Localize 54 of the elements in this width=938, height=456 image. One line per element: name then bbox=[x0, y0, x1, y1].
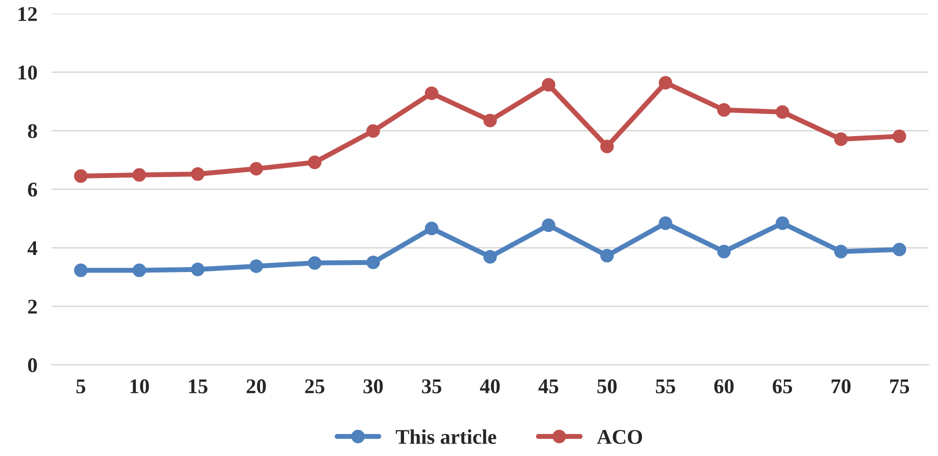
x-tick-label: 65 bbox=[772, 379, 792, 394]
x-tick-label: 25 bbox=[305, 379, 324, 394]
point bbox=[776, 105, 790, 119]
point bbox=[308, 256, 322, 270]
point bbox=[74, 169, 88, 183]
x-tick-label: 75 bbox=[890, 380, 910, 394]
point bbox=[249, 259, 263, 273]
y-tick-label: 12 bbox=[18, 7, 37, 21]
x-tick-label: 30 bbox=[364, 379, 383, 394]
point bbox=[717, 244, 731, 258]
point bbox=[658, 76, 672, 90]
y-tick-label: 4 bbox=[28, 241, 38, 255]
x-tick-label: 60 bbox=[714, 379, 734, 394]
point bbox=[542, 218, 556, 232]
point bbox=[190, 262, 205, 276]
point bbox=[366, 256, 380, 270]
point bbox=[190, 167, 205, 181]
point bbox=[892, 242, 906, 256]
point bbox=[249, 162, 263, 176]
point bbox=[892, 130, 906, 144]
point bbox=[483, 114, 497, 128]
point bbox=[834, 244, 848, 258]
x-tick-label: 55 bbox=[656, 380, 676, 394]
point bbox=[834, 132, 848, 146]
point bbox=[132, 264, 146, 278]
point bbox=[74, 264, 88, 278]
x-tick-label: 5 bbox=[76, 380, 86, 394]
y-tick-label: 2 bbox=[28, 300, 37, 314]
point bbox=[308, 156, 322, 170]
y-tick-label: 8 bbox=[28, 124, 38, 138]
point bbox=[600, 248, 614, 262]
x-tick-label: 10 bbox=[130, 379, 149, 394]
x-tick-label: 15 bbox=[189, 379, 208, 394]
point bbox=[600, 140, 614, 154]
point bbox=[424, 86, 438, 100]
point bbox=[542, 78, 556, 92]
x-tick-label: 70 bbox=[832, 379, 851, 394]
point bbox=[658, 216, 672, 230]
point bbox=[424, 222, 438, 236]
point bbox=[717, 103, 731, 117]
x-tick-label: 20 bbox=[246, 379, 266, 394]
x-tick-label: 50 bbox=[597, 379, 617, 394]
x-tick-label: 35 bbox=[422, 379, 442, 394]
point bbox=[483, 250, 497, 264]
point bbox=[366, 124, 380, 138]
legend-label: This article bbox=[396, 429, 496, 444]
x-tick-label: 40 bbox=[480, 379, 500, 394]
y-tick-label: 10 bbox=[18, 66, 37, 80]
point bbox=[776, 216, 790, 230]
point bbox=[132, 168, 146, 182]
y-tick-label: 6 bbox=[28, 182, 38, 197]
legend-label: ACO bbox=[596, 430, 642, 444]
x-tick-label: 45 bbox=[538, 379, 558, 394]
y-tick-label: 0 bbox=[28, 358, 37, 372]
